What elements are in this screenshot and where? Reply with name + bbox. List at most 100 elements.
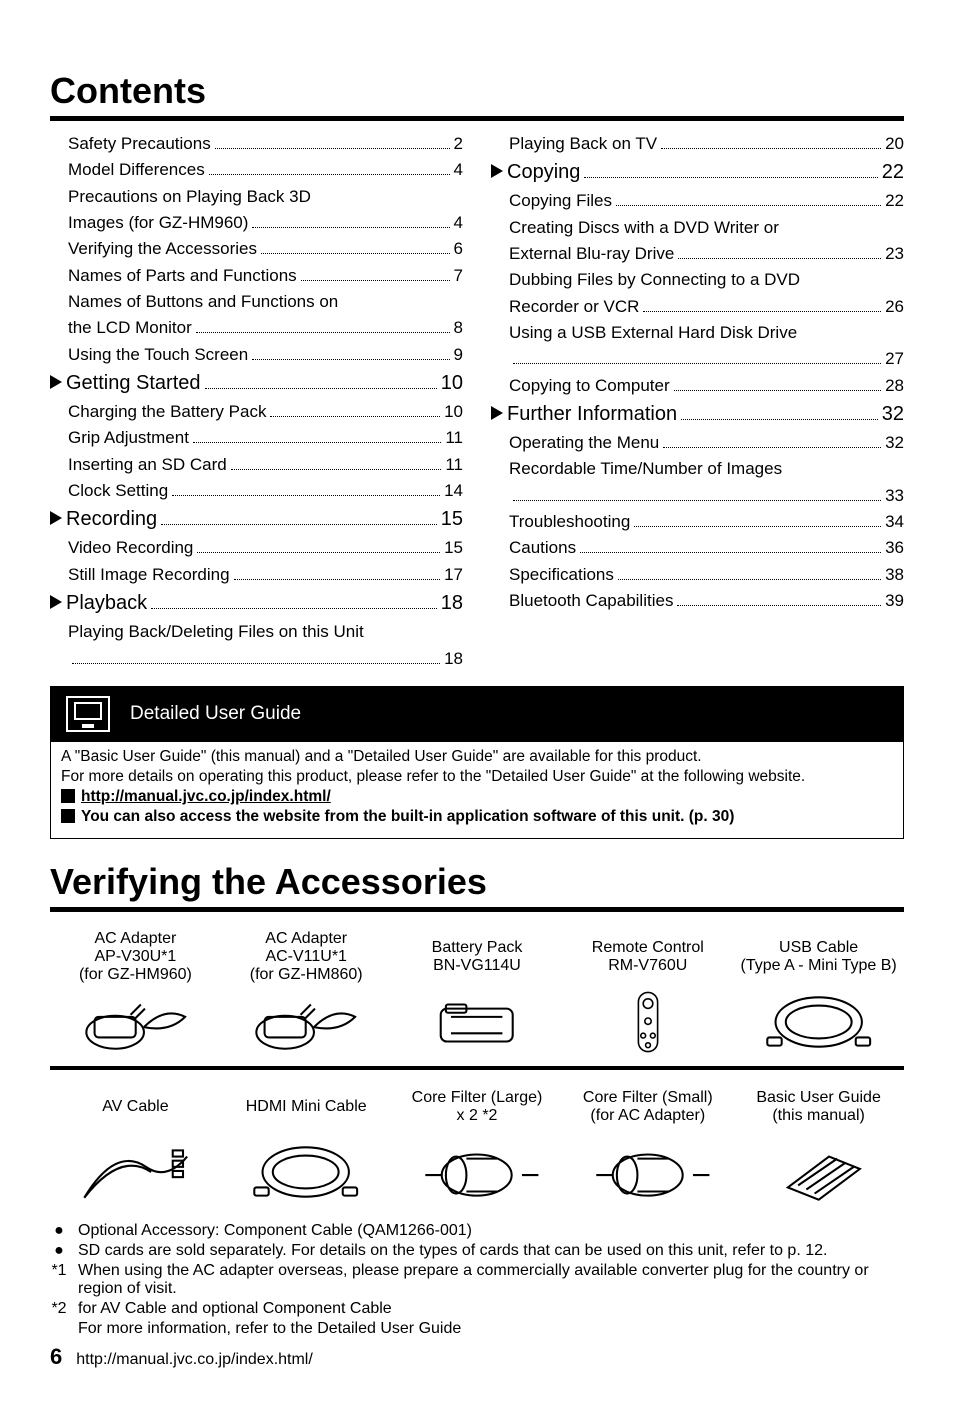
page-number: 6: [50, 1344, 62, 1370]
toc-item-label: Still Image Recording: [68, 562, 230, 588]
toc-item-label: Grip Adjustment: [68, 425, 189, 451]
triangle-icon: [50, 375, 62, 389]
note-row: *2for AV Cable and optional Component Ca…: [50, 1300, 904, 1318]
note-text: For more information, refer to the Detai…: [78, 1320, 904, 1338]
accessory-icon: [737, 986, 900, 1058]
toc-item-label: Copying Files: [509, 188, 612, 214]
accessory-cell: AV Cable: [50, 1072, 221, 1212]
toc-item-label: Names of Parts and Functions: [68, 263, 297, 289]
toc-item: Playing Back/Deleting Files on this Unit…: [50, 619, 463, 672]
toc-item-label: Creating Discs with a DVD Writer or: [509, 215, 904, 241]
accessory-cell: Battery PackBN-VG114U: [392, 922, 563, 1062]
toc-section-label: Copying: [507, 157, 580, 188]
toc-item: Names of Buttons and Functions onthe LCD…: [50, 289, 463, 342]
toc-page: 39: [885, 588, 904, 614]
toc-page: 4: [454, 157, 463, 183]
toc-section-label: Playback: [66, 588, 147, 619]
toc-page: 15: [441, 504, 463, 535]
toc-section-label: Further Information: [507, 399, 677, 430]
toc-item: Dubbing Files by Connecting to a DVDReco…: [491, 267, 904, 320]
toc-item-label: Names of Buttons and Functions on: [68, 289, 463, 315]
monitor-book-icon: [66, 696, 110, 732]
accessory-label: USB Cable(Type A - Mini Type B): [737, 928, 900, 986]
accessory-label: AC AdapterAC-V11U*1(for GZ-HM860): [225, 928, 388, 986]
accessories-row-2: AV CableHDMI Mini CableCore Filter (Larg…: [50, 1072, 904, 1212]
dug-link-line: http://manual.jvc.co.jp/index.html/: [61, 788, 893, 806]
toc-item: Bluetooth Capabilities 39: [491, 588, 904, 614]
note-row: ●Optional Accessory: Component Cable (QA…: [50, 1222, 904, 1240]
page-footer: 6 http://manual.jvc.co.jp/index.html/: [50, 1344, 904, 1370]
toc-item: Specifications38: [491, 562, 904, 588]
toc-page: 23: [885, 241, 904, 267]
toc-page: 32: [882, 399, 904, 430]
toc-item: Recordable Time/Number of Images33: [491, 456, 904, 509]
toc-section-label: Getting Started: [66, 368, 201, 399]
toc-page: 34: [885, 509, 904, 535]
accessories-separator: [50, 1066, 904, 1070]
toc-page: 38: [885, 562, 904, 588]
toc-page: 22: [885, 188, 904, 214]
dug-link[interactable]: http://manual.jvc.co.jp/index.html/: [81, 788, 331, 805]
accessory-label: Core Filter (Small)(for AC Adapter): [566, 1078, 729, 1136]
note-row: For more information, refer to the Detai…: [50, 1320, 904, 1338]
accessory-icon: [566, 1136, 729, 1208]
toc-item: Grip Adjustment11: [50, 425, 463, 451]
toc-item-label: Clock Setting: [68, 478, 168, 504]
detailed-user-guide-box: A "Basic User Guide" (this manual) and a…: [50, 742, 904, 839]
toc-page: 18: [441, 588, 463, 619]
dug-line-2: For more details on operating this produ…: [61, 768, 893, 786]
accessory-label: AV Cable: [54, 1078, 217, 1136]
detailed-user-guide-title: Detailed User Guide: [130, 703, 301, 725]
toc-section: Recording 15: [50, 504, 463, 535]
accessory-icon: [566, 986, 729, 1058]
toc-item-label: Playing Back/Deleting Files on this Unit: [68, 619, 463, 645]
toc-item: Copying to Computer28: [491, 373, 904, 399]
triangle-icon: [491, 406, 503, 420]
toc-section-label: Recording: [66, 504, 157, 535]
accessory-icon: [737, 1136, 900, 1208]
toc-page: 4: [454, 210, 463, 236]
toc-item: Using a USB External Hard Disk Drive27: [491, 320, 904, 373]
toc-item-label: Troubleshooting: [509, 509, 630, 535]
note-row: *1When using the AC adapter overseas, pl…: [50, 1262, 904, 1298]
toc-item: Copying Files 22: [491, 188, 904, 214]
note-text: for AV Cable and optional Component Cabl…: [78, 1300, 904, 1318]
toc-item-label: Operating the Menu: [509, 430, 659, 456]
accessory-cell: AC AdapterAC-V11U*1(for GZ-HM860): [221, 922, 392, 1062]
accessory-icon: [225, 1136, 388, 1208]
toc-left-column: Safety Precautions2Model Differences4Pre…: [50, 131, 463, 672]
toc-section: Playback 18: [50, 588, 463, 619]
accessory-notes: ●Optional Accessory: Component Cable (QA…: [50, 1222, 904, 1338]
toc-item: Names of Parts and Functions7: [50, 263, 463, 289]
toc-page: 14: [444, 478, 463, 504]
triangle-icon: [50, 595, 62, 609]
toc-item: Creating Discs with a DVD Writer orExter…: [491, 215, 904, 268]
dug-line-1: A "Basic User Guide" (this manual) and a…: [61, 748, 893, 766]
toc-item-label: Charging the Battery Pack: [68, 399, 266, 425]
toc-page: 10: [444, 399, 463, 425]
toc-item: Video Recording15: [50, 535, 463, 561]
toc-item-label: Safety Precautions: [68, 131, 211, 157]
note-row: ●SD cards are sold separately. For detai…: [50, 1242, 904, 1260]
toc-page: 15: [444, 535, 463, 561]
toc-section: Getting Started10: [50, 368, 463, 399]
accessory-icon: [54, 986, 217, 1058]
toc-page: 18: [444, 646, 463, 672]
toc-page: 17: [444, 562, 463, 588]
triangle-icon: [50, 511, 62, 525]
accessory-icon: [54, 1136, 217, 1208]
toc-item: Troubleshooting 34: [491, 509, 904, 535]
accessory-label: Basic User Guide(this manual): [737, 1078, 900, 1136]
accessory-cell: USB Cable(Type A - Mini Type B): [733, 922, 904, 1062]
toc-section: Further Information 32: [491, 399, 904, 430]
note-text: SD cards are sold separately. For detail…: [78, 1242, 904, 1260]
toc-item: Charging the Battery Pack 10: [50, 399, 463, 425]
toc-item: Precautions on Playing Back 3DImages (fo…: [50, 184, 463, 237]
toc-page: 20: [885, 131, 904, 157]
toc-item-label: Copying to Computer: [509, 373, 670, 399]
toc-page: 9: [454, 342, 463, 368]
detailed-user-guide-banner: Detailed User Guide: [50, 686, 904, 742]
toc-page: 6: [454, 236, 463, 262]
toc-item-label: Bluetooth Capabilities: [509, 588, 673, 614]
toc-item: Operating the Menu32: [491, 430, 904, 456]
